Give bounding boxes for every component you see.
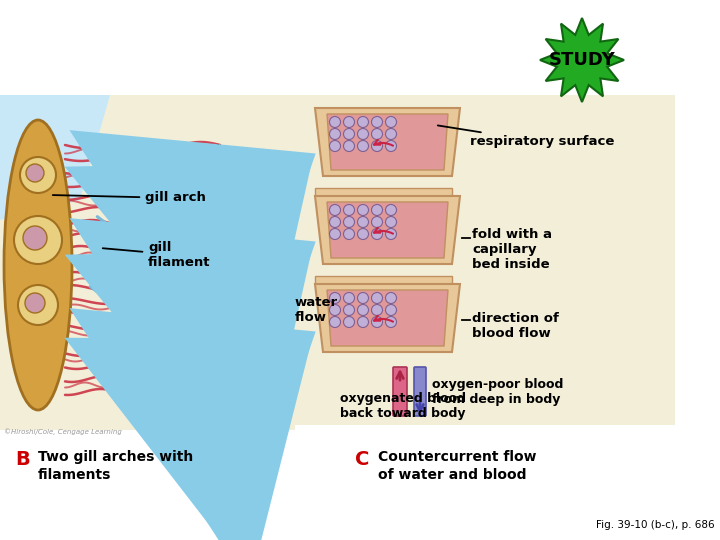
Circle shape — [385, 228, 397, 240]
Ellipse shape — [4, 120, 72, 410]
Text: gill
filament: gill filament — [103, 241, 210, 269]
Text: B: B — [15, 450, 30, 469]
Polygon shape — [315, 196, 460, 264]
Circle shape — [330, 205, 341, 215]
Circle shape — [23, 226, 47, 250]
Circle shape — [385, 293, 397, 303]
Text: fold with a
capillary
bed inside: fold with a capillary bed inside — [472, 228, 552, 271]
Circle shape — [330, 129, 341, 139]
Circle shape — [330, 217, 341, 227]
Polygon shape — [315, 284, 460, 352]
Circle shape — [385, 205, 397, 215]
Polygon shape — [540, 18, 624, 102]
Circle shape — [372, 205, 382, 215]
FancyBboxPatch shape — [393, 367, 407, 416]
Polygon shape — [0, 95, 110, 220]
Text: C: C — [355, 450, 369, 469]
Circle shape — [343, 117, 354, 127]
Text: Fig. 39-10 (b-c), p. 686: Fig. 39-10 (b-c), p. 686 — [596, 520, 715, 530]
Text: Two gill arches with
filaments: Two gill arches with filaments — [38, 450, 193, 482]
Circle shape — [343, 129, 354, 139]
Circle shape — [330, 117, 341, 127]
Circle shape — [372, 316, 382, 327]
Circle shape — [372, 117, 382, 127]
FancyBboxPatch shape — [290, 95, 675, 425]
Circle shape — [358, 305, 369, 315]
Circle shape — [330, 316, 341, 327]
Circle shape — [358, 129, 369, 139]
Circle shape — [330, 305, 341, 315]
Circle shape — [343, 316, 354, 327]
Circle shape — [385, 217, 397, 227]
Text: ©Hiroshi/Cole, Cengage Learning: ©Hiroshi/Cole, Cengage Learning — [4, 428, 122, 435]
Text: oxygenated blood
back toward body: oxygenated blood back toward body — [340, 392, 466, 420]
Circle shape — [372, 293, 382, 303]
FancyBboxPatch shape — [147, 277, 175, 299]
Circle shape — [358, 140, 369, 152]
Polygon shape — [327, 290, 448, 346]
Polygon shape — [327, 114, 448, 170]
Circle shape — [343, 140, 354, 152]
Circle shape — [372, 217, 382, 227]
Polygon shape — [327, 202, 448, 258]
Circle shape — [25, 293, 45, 313]
Circle shape — [372, 228, 382, 240]
Text: gill arch: gill arch — [53, 192, 206, 205]
Circle shape — [14, 216, 62, 264]
Circle shape — [385, 316, 397, 327]
Text: direction of
blood flow: direction of blood flow — [472, 312, 559, 340]
Circle shape — [372, 140, 382, 152]
Circle shape — [343, 305, 354, 315]
Circle shape — [330, 293, 341, 303]
Circle shape — [358, 316, 369, 327]
Circle shape — [358, 117, 369, 127]
Circle shape — [385, 117, 397, 127]
FancyBboxPatch shape — [315, 276, 452, 284]
Circle shape — [358, 217, 369, 227]
Circle shape — [372, 305, 382, 315]
Circle shape — [358, 293, 369, 303]
Text: Countercurrent flow
of water and blood: Countercurrent flow of water and blood — [378, 450, 536, 482]
Text: oxygen-poor blood
from deep in body: oxygen-poor blood from deep in body — [432, 378, 563, 406]
Circle shape — [330, 140, 341, 152]
Circle shape — [358, 228, 369, 240]
Circle shape — [385, 140, 397, 152]
FancyBboxPatch shape — [315, 188, 452, 196]
Polygon shape — [315, 108, 460, 176]
Circle shape — [372, 129, 382, 139]
Text: water
flow: water flow — [295, 296, 338, 324]
Circle shape — [20, 157, 56, 193]
Circle shape — [385, 305, 397, 315]
Circle shape — [385, 129, 397, 139]
Circle shape — [343, 205, 354, 215]
Circle shape — [343, 293, 354, 303]
Circle shape — [343, 228, 354, 240]
Circle shape — [18, 285, 58, 325]
FancyBboxPatch shape — [414, 367, 426, 416]
Circle shape — [343, 217, 354, 227]
FancyBboxPatch shape — [0, 95, 295, 430]
Circle shape — [26, 164, 44, 182]
Text: respiratory surface: respiratory surface — [438, 125, 614, 148]
Circle shape — [330, 228, 341, 240]
Text: STUDY: STUDY — [549, 51, 616, 69]
Circle shape — [358, 205, 369, 215]
